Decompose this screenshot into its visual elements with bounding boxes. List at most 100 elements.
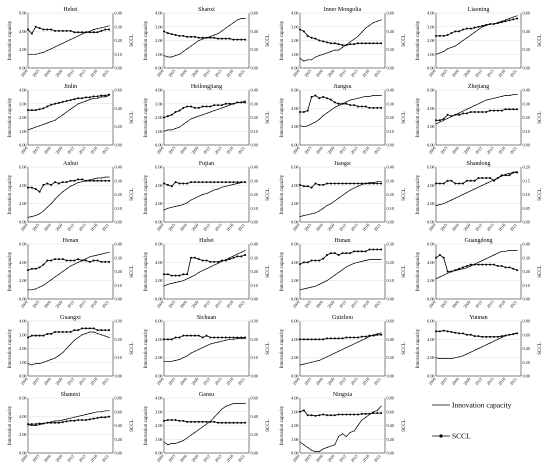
sccl-point xyxy=(65,259,68,262)
sccl-point xyxy=(186,35,189,38)
sccl-point xyxy=(69,259,72,262)
innovation-capacity-point xyxy=(62,419,64,421)
sccl-point xyxy=(205,334,208,337)
right-tick-label: 0.40 xyxy=(523,29,530,34)
x-tick-label: 2015 xyxy=(486,145,495,155)
panel-heilongjiang: Heilongjiang 0.00 1.00 2.00 3.00 4.00 0.00 0.10… xyxy=(144,84,271,155)
innovation-capacity-point xyxy=(70,265,71,267)
sccl-line xyxy=(163,30,246,40)
sccl-point xyxy=(489,109,492,112)
innovation-capacity-point xyxy=(338,105,340,107)
innovation-capacity-point xyxy=(451,199,452,201)
sccl-point xyxy=(333,252,336,255)
panel-title: Guangdong xyxy=(465,238,493,244)
sccl-point xyxy=(228,258,231,261)
sccl-point xyxy=(310,259,313,262)
innovation-capacity-point xyxy=(93,331,95,333)
sccl-point xyxy=(446,113,449,116)
innovation-capacity-point xyxy=(349,99,351,101)
left-axis-label: Innovation capacity xyxy=(144,174,149,214)
x-tick-label: 2021 xyxy=(237,376,246,386)
innovation-capacity-point xyxy=(478,29,479,30)
x-tick-label: 2012 xyxy=(338,145,347,155)
innovation-capacity-point xyxy=(458,112,460,114)
innovation-capacity-point xyxy=(100,411,102,413)
x-tick-label: 2006 xyxy=(43,299,52,309)
innovation-capacity-point xyxy=(186,278,188,280)
sccl-point xyxy=(190,181,193,184)
x-tick-label: 2012 xyxy=(66,145,75,155)
sccl-point xyxy=(96,31,99,34)
left-tick-label: 0.00 xyxy=(291,297,298,302)
sccl-point xyxy=(61,331,64,333)
innovation-capacity-point xyxy=(505,95,506,96)
innovation-capacity-point xyxy=(229,404,231,406)
sccl-point xyxy=(299,410,301,413)
left-axis-label: Innovation capacity xyxy=(416,251,421,291)
left-axis-label: Innovation capacity xyxy=(144,328,149,368)
sccl-point xyxy=(205,36,208,39)
innovation-capacity-point xyxy=(175,128,177,129)
sccl-point xyxy=(473,263,476,266)
innovation-capacity-point xyxy=(209,111,211,113)
innovation-capacity-line xyxy=(435,15,518,55)
sccl-point xyxy=(356,182,359,185)
innovation-capacity-point xyxy=(182,123,184,125)
sccl-point xyxy=(349,43,352,46)
x-tick-label: 2015 xyxy=(350,68,359,78)
x-tick-label: 2012 xyxy=(66,453,75,463)
innovation-capacity-point xyxy=(307,125,309,127)
innovation-capacity-point xyxy=(73,183,75,185)
innovation-capacity-point xyxy=(443,51,445,52)
sccl-point xyxy=(34,334,37,337)
legend-sccl-marker xyxy=(439,434,443,438)
innovation-capacity-point xyxy=(163,441,165,443)
left-tick-label: 6.00 xyxy=(427,165,434,170)
right-tick-label: 0.20 xyxy=(523,165,530,170)
innovation-capacity-point xyxy=(447,117,449,119)
innovation-capacity-point xyxy=(104,252,106,254)
x-tick-label: 2015 xyxy=(486,299,495,309)
sccl-point xyxy=(477,111,480,113)
right-tick-label: 0.60 xyxy=(387,319,394,324)
x-tick-label: 2009 xyxy=(326,299,335,309)
left-tick-label: 6.00 xyxy=(19,396,26,401)
sccl-point xyxy=(496,22,499,25)
x-tick-label: 2012 xyxy=(338,68,347,78)
sccl-point xyxy=(462,28,465,31)
sccl-point xyxy=(435,34,437,37)
innovation-capacity-point xyxy=(244,403,246,404)
innovation-capacity-point xyxy=(318,55,320,57)
right-axis-label: SCCL xyxy=(538,34,543,47)
innovation-capacity-line xyxy=(435,250,518,280)
innovation-capacity-line xyxy=(163,250,246,287)
left-tick-label: 2.00 xyxy=(291,355,298,360)
innovation-capacity-point xyxy=(50,48,52,50)
x-tick-label: 2021 xyxy=(237,68,246,78)
innovation-capacity-point xyxy=(35,425,37,426)
sccl-point xyxy=(368,106,371,109)
sccl-line xyxy=(163,102,246,118)
sccl-point xyxy=(54,258,57,261)
innovation-capacity-point xyxy=(349,431,351,433)
innovation-capacity-point xyxy=(349,264,351,266)
innovation-capacity-point xyxy=(233,183,234,185)
sccl-point xyxy=(438,330,441,333)
x-tick-label: 2000 xyxy=(428,68,437,78)
sccl-point xyxy=(217,421,220,424)
innovation-capacity-point xyxy=(376,95,378,96)
innovation-capacity-point xyxy=(299,216,301,217)
innovation-capacity-point xyxy=(229,104,231,106)
sccl-point xyxy=(318,39,321,42)
sccl-point xyxy=(504,20,507,23)
x-tick-label: 2015 xyxy=(486,222,495,232)
sccl-point xyxy=(201,336,204,339)
left-tick-label: 6.00 xyxy=(155,242,162,247)
x-tick-label: 2006 xyxy=(315,145,324,155)
sccl-point xyxy=(504,174,507,177)
sccl-point xyxy=(376,412,379,415)
sccl-point xyxy=(213,420,216,423)
innovation-capacity-point xyxy=(501,95,503,97)
sccl-point xyxy=(345,102,348,105)
innovation-capacity-point xyxy=(481,184,483,186)
